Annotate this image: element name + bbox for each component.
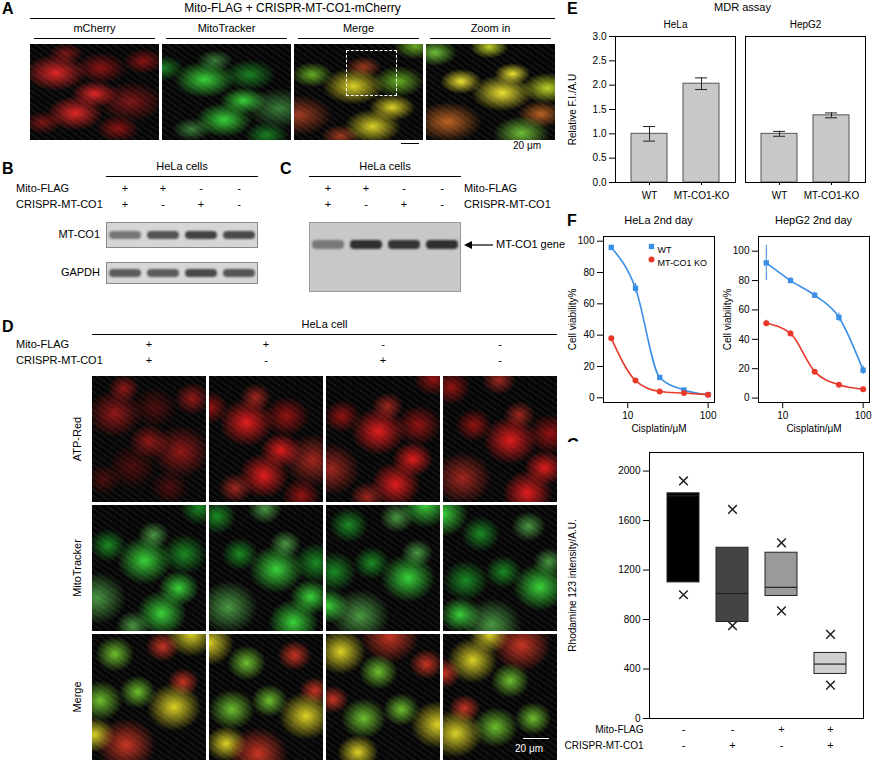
- svg-text:40: 40: [583, 329, 595, 340]
- html-text:Mito-FLAG: Mito-FLAG: [16, 182, 70, 194]
- svg-text:10: 10: [777, 410, 789, 421]
- svg-text:20: 20: [583, 361, 595, 372]
- svg-text:3.0: 3.0: [593, 31, 607, 42]
- svg-text:MT-CO1 KO: MT-CO1 KO: [658, 258, 708, 268]
- svg-text:400: 400: [624, 663, 641, 674]
- html-text:HepG2 2nd day: HepG2 2nd day: [775, 214, 852, 226]
- html-text:D: D: [2, 318, 14, 335]
- svg-text:0: 0: [635, 713, 641, 724]
- svg-text:WT: WT: [658, 245, 672, 255]
- svg-text:CRISPR-MT-CO1: CRISPR-MT-CO1: [565, 740, 644, 751]
- svg-text:Cisplatin/μM: Cisplatin/μM: [631, 423, 686, 434]
- svg-text:100: 100: [855, 410, 872, 421]
- html-text:CRISPR-MT-CO1: CRISPR-MT-CO1: [16, 354, 103, 366]
- svg-text:2000: 2000: [618, 465, 641, 476]
- svg-text:WT: WT: [642, 190, 658, 201]
- svg-text:-: -: [682, 739, 686, 751]
- html-text:Mito-FLAG: Mito-FLAG: [16, 338, 70, 350]
- html-text:Zoom in: Zoom in: [470, 22, 511, 34]
- svg-text:40: 40: [738, 334, 750, 345]
- svg-text:-: -: [780, 739, 784, 751]
- html-text:GAPDH: GAPDH: [60, 266, 100, 278]
- svg-text:1200: 1200: [618, 564, 641, 575]
- html-text:mCherry: mCherry: [73, 22, 116, 34]
- svg-text:1600: 1600: [618, 515, 641, 526]
- html-text:C: C: [280, 160, 292, 177]
- html-text:MDR assay: MDR assay: [714, 1, 771, 13]
- svg-text:-: -: [682, 723, 686, 735]
- svg-text:1.0: 1.0: [593, 128, 607, 139]
- html-text:CRISPR-MT-CO1: CRISPR-MT-CO1: [464, 198, 551, 210]
- svg-text:0: 0: [744, 392, 750, 403]
- svg-text:80: 80: [583, 267, 595, 278]
- svg-text:0.5: 0.5: [593, 152, 607, 163]
- svg-text:1.5: 1.5: [593, 104, 607, 115]
- html-text:A: A: [2, 0, 14, 17]
- svg-text:0: 0: [589, 392, 595, 403]
- svg-text:2.0: 2.0: [593, 79, 607, 90]
- html-text:MitoTracker: MitoTracker: [197, 22, 256, 34]
- html-text:MT-CO1: MT-CO1: [58, 228, 100, 240]
- html-text:B: B: [2, 160, 14, 177]
- svg-text:MT-CO1-KO: MT-CO1-KO: [804, 190, 860, 201]
- svg-text:Mito-FLAG: Mito-FLAG: [595, 724, 644, 735]
- svg-text:Cell viability%: Cell viability%: [567, 289, 578, 351]
- svg-text:HepG2: HepG2: [790, 19, 822, 30]
- svg-text:Rhodamine 123 intensity/A.U.: Rhodamine 123 intensity/A.U.: [567, 519, 578, 651]
- html-text:HeLa cell: HeLa cell: [301, 318, 348, 330]
- svg-text:+: +: [827, 739, 833, 751]
- svg-text:+: +: [827, 723, 833, 735]
- html-text:20 μm: 20 μm: [515, 743, 543, 754]
- svg-text:100: 100: [578, 235, 595, 246]
- svg-text:10: 10: [622, 410, 634, 421]
- svg-text:MT-CO1-KO: MT-CO1-KO: [674, 190, 730, 201]
- html-text:HeLa cells: HeLa cells: [359, 160, 411, 172]
- html-text:20 μm: 20 μm: [513, 140, 541, 151]
- html-text:CRISPR-MT-CO1: CRISPR-MT-CO1: [16, 198, 103, 210]
- html-text:G: G: [567, 436, 580, 453]
- svg-text:+: +: [729, 739, 735, 751]
- svg-text:60: 60: [738, 304, 750, 315]
- svg-text:100: 100: [700, 410, 717, 421]
- svg-text:-: -: [731, 723, 735, 735]
- html-text:Mito-FLAG: Mito-FLAG: [464, 182, 518, 194]
- html-text:HeLa cells: HeLa cells: [156, 160, 208, 172]
- html-text:Merge: Merge: [342, 22, 375, 34]
- svg-text:+: +: [778, 723, 784, 735]
- html-text:MitoTracker: MitoTracker: [71, 539, 83, 597]
- svg-text:WT: WT: [772, 190, 788, 201]
- svg-text:HeLa: HeLa: [664, 19, 688, 30]
- svg-text:2.5: 2.5: [593, 55, 607, 66]
- html-text:E: E: [567, 0, 578, 17]
- svg-text:100: 100: [733, 245, 750, 256]
- html-text:MT-CO1 gene: MT-CO1 gene: [496, 238, 566, 250]
- html-text:Merge: Merge: [71, 681, 83, 713]
- svg-text:0.0: 0.0: [593, 177, 607, 188]
- svg-text:20: 20: [738, 363, 750, 374]
- html-text:ATP-Red: ATP-Red: [71, 416, 83, 462]
- html-text:HeLa 2nd day: HeLa 2nd day: [624, 214, 693, 226]
- svg-text:Relative F.I./A.U: Relative F.I./A.U: [567, 74, 578, 146]
- html-text:Mito-FLAG + CRISPR-MT-CO1-mChe: Mito-FLAG + CRISPR-MT-CO1-mCherry: [184, 1, 401, 15]
- svg-text:80: 80: [738, 275, 750, 286]
- svg-text:Cisplatin/μM: Cisplatin/μM: [786, 423, 841, 434]
- svg-text:Cell viability%: Cell viability%: [722, 289, 733, 351]
- svg-text:800: 800: [624, 614, 641, 625]
- svg-text:60: 60: [583, 298, 595, 309]
- html-text:F: F: [567, 212, 577, 229]
